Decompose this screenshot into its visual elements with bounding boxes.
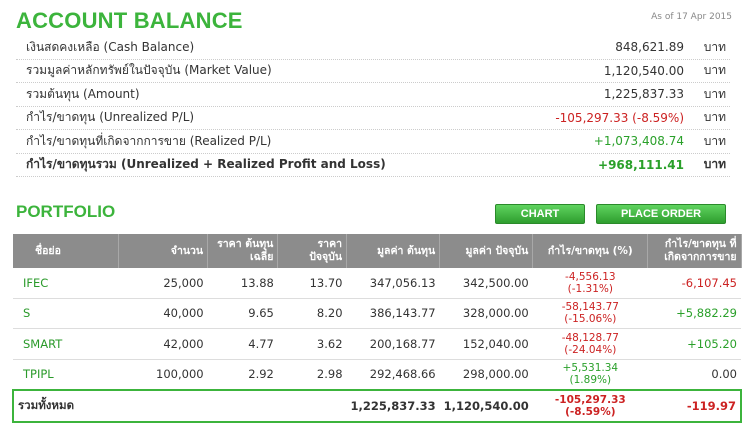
balance-label: กำไร/ขาดทุน (Unrealized P/L) — [26, 110, 195, 125]
balance-label: เงินสดคงเหลือ (Cash Balance) — [26, 39, 195, 54]
col-market-value[interactable]: มูลค่า ปัจจุบัน — [439, 234, 534, 268]
avg-cost-cell: 4.77 — [207, 328, 278, 360]
table-row[interactable]: IFEC 25,000 13.88 13.70 347,056.13 342,500.00… — [13, 268, 741, 299]
pl-value: +5,531.34 — [562, 362, 619, 375]
symbol-link[interactable]: IFEC — [13, 268, 119, 299]
pl-cell: -58,143.77 (-15.06%) — [532, 298, 648, 329]
table-row[interactable]: S 40,000 9.65 8.20 386,143.77 328,000.00 -58,1… — [13, 298, 741, 329]
pl-value: -58,143.77 — [561, 301, 619, 314]
cost-value-cell: 292,468.66 — [346, 359, 440, 391]
pl-cell: -4,556.13 (-1.31%) — [532, 268, 648, 299]
market-value-cell: 298,000.00 — [439, 359, 533, 391]
market-value-cell: 342,500.00 — [439, 268, 533, 299]
price-cell: 2.98 — [277, 359, 347, 391]
col-pl[interactable]: กำไร/ขาดทุน (%) — [532, 234, 649, 268]
balance-row: กำไร/ขาดทุน (Unrealized P/L) -105,297.33 … — [16, 107, 730, 130]
total-row: รวมทั้งหมด 1,225,837.33 1,120,540.00 -10… — [12, 389, 743, 423]
balance-value: +968,111.41 — [598, 157, 684, 172]
market-value-cell: 152,040.00 — [439, 328, 533, 360]
total-pl-pct: (-8.59%) — [565, 406, 616, 418]
pl-cell: -48,128.77 (-24.04%) — [532, 328, 648, 360]
total-label: รวมทั้งหมด — [12, 389, 119, 423]
balance-value: -105,297.33 (-8.59%) — [555, 110, 684, 125]
balance-label: รวมต้นทุน (Amount) — [26, 86, 140, 101]
realized-cell: -6,107.45 — [647, 268, 741, 299]
pl-pct: (-15.06%) — [564, 313, 617, 326]
table-row[interactable]: TPIPL 100,000 2.92 2.98 292,468.66 298,000.00… — [13, 359, 741, 391]
balance-unit: บาท — [703, 157, 726, 172]
col-price[interactable]: ราคา ปัจจุบัน — [277, 234, 348, 268]
qty-cell: 42,000 — [118, 328, 208, 360]
price-cell: 3.62 — [277, 328, 347, 360]
balance-label: รวมมูลค่าหลักทรัพย์ในปัจจุบัน (Market Va… — [26, 63, 272, 78]
col-avg-cost[interactable]: ราคา ต้นทุนเฉลี่ย — [207, 234, 279, 268]
total-cost-value: 1,225,837.33 — [346, 389, 440, 423]
col-cost-value[interactable]: มูลค่า ต้นทุน — [346, 234, 441, 268]
pl-value: -48,128.77 — [561, 331, 619, 344]
balance-value: 1,225,837.33 — [603, 87, 684, 102]
balance-unit: บาท — [703, 39, 726, 54]
total-market-value: 1,120,540.00 — [439, 389, 533, 423]
balance-row: รวมมูลค่าหลักทรัพย์ในปัจจุบัน (Market Va… — [16, 60, 730, 83]
col-realized[interactable]: กำไร/ขาดทุน ที่ เกิดจากการขาย — [647, 234, 742, 268]
total-pl: -105,297.33 (-8.59%) — [532, 389, 648, 423]
cost-value-cell: 347,056.13 — [346, 268, 440, 299]
qty-cell: 25,000 — [118, 268, 208, 299]
balance-row: กำไร/ขาดทุนที่เกิดจากการขาย (Realized P/… — [16, 130, 730, 154]
balance-value: 1,120,540.00 — [603, 63, 684, 78]
pl-pct: (-24.04%) — [564, 343, 617, 356]
balance-row: เงินสดคงเหลือ (Cash Balance) 848,621.89 บา… — [16, 36, 730, 60]
balance-summary: เงินสดคงเหลือ (Cash Balance) 848,621.89 บา… — [16, 36, 730, 177]
balance-unit: บาท — [703, 133, 726, 148]
realized-cell: +5,882.29 — [647, 298, 741, 329]
account-balance-title: ACCOUNT BALANCE — [16, 8, 243, 33]
chart-button[interactable]: CHART — [495, 204, 585, 224]
price-cell: 8.20 — [277, 298, 347, 329]
avg-cost-cell: 13.88 — [207, 268, 278, 299]
realized-cell: 0.00 — [647, 359, 741, 391]
balance-label: กำไร/ขาดทุนที่เกิดจากการขาย (Realized P/… — [26, 133, 272, 148]
cost-value-cell: 200,168.77 — [346, 328, 440, 360]
symbol-link[interactable]: TPIPL — [13, 359, 119, 391]
cost-value-cell: 386,143.77 — [346, 298, 440, 329]
portfolio-title: PORTFOLIO — [16, 202, 116, 221]
balance-row: กำไร/ขาดทุนรวม (Unrealized + Realized Pr… — [16, 154, 730, 177]
realized-cell: +105.20 — [647, 328, 741, 360]
avg-cost-cell: 2.92 — [207, 359, 278, 391]
col-qty[interactable]: จำนวน — [118, 234, 209, 268]
total-realized: -119.97 — [647, 389, 743, 423]
balance-row: รวมต้นทุน (Amount) 1,225,837.33 บาท — [16, 83, 730, 107]
col-symbol[interactable]: ชื่อย่อ — [13, 234, 120, 268]
pl-value: -4,556.13 — [565, 270, 616, 283]
place-order-button[interactable]: PLACE ORDER — [596, 204, 726, 224]
balance-unit: บาท — [703, 110, 726, 125]
pl-pct: (-1.31%) — [567, 282, 613, 295]
balance-unit: บาท — [703, 86, 726, 101]
avg-cost-cell: 9.65 — [207, 298, 278, 329]
balance-unit: บาท — [703, 63, 726, 78]
symbol-link[interactable]: SMART — [13, 328, 119, 360]
market-value-cell: 328,000.00 — [439, 298, 533, 329]
pl-pct: (1.89%) — [569, 374, 612, 387]
symbol-link[interactable]: S — [13, 298, 119, 329]
balance-value: +1,073,408.74 — [593, 134, 684, 149]
qty-cell: 100,000 — [118, 359, 208, 391]
price-cell: 13.70 — [277, 268, 347, 299]
total-pl-value: -105,297.33 — [554, 394, 626, 406]
balance-label: กำไร/ขาดทุนรวม (Unrealized + Realized Pr… — [26, 157, 386, 172]
pl-cell: +5,531.34 (1.89%) — [532, 359, 648, 391]
table-row[interactable]: SMART 42,000 4.77 3.62 200,168.77 152,040.00-… — [13, 328, 741, 360]
as-of-date: As of 17 Apr 2015 — [651, 12, 732, 22]
qty-cell: 40,000 — [118, 298, 208, 329]
balance-value: 848,621.89 — [615, 40, 684, 55]
portfolio-header-row: ชื่อย่อ จำนวน ราคา ต้นทุนเฉลี่ย ราคา ปัจ… — [13, 234, 742, 268]
portfolio-table: ชื่อย่อ จำนวน ราคา ต้นทุนเฉลี่ย ราคา ปัจ… — [12, 234, 743, 423]
